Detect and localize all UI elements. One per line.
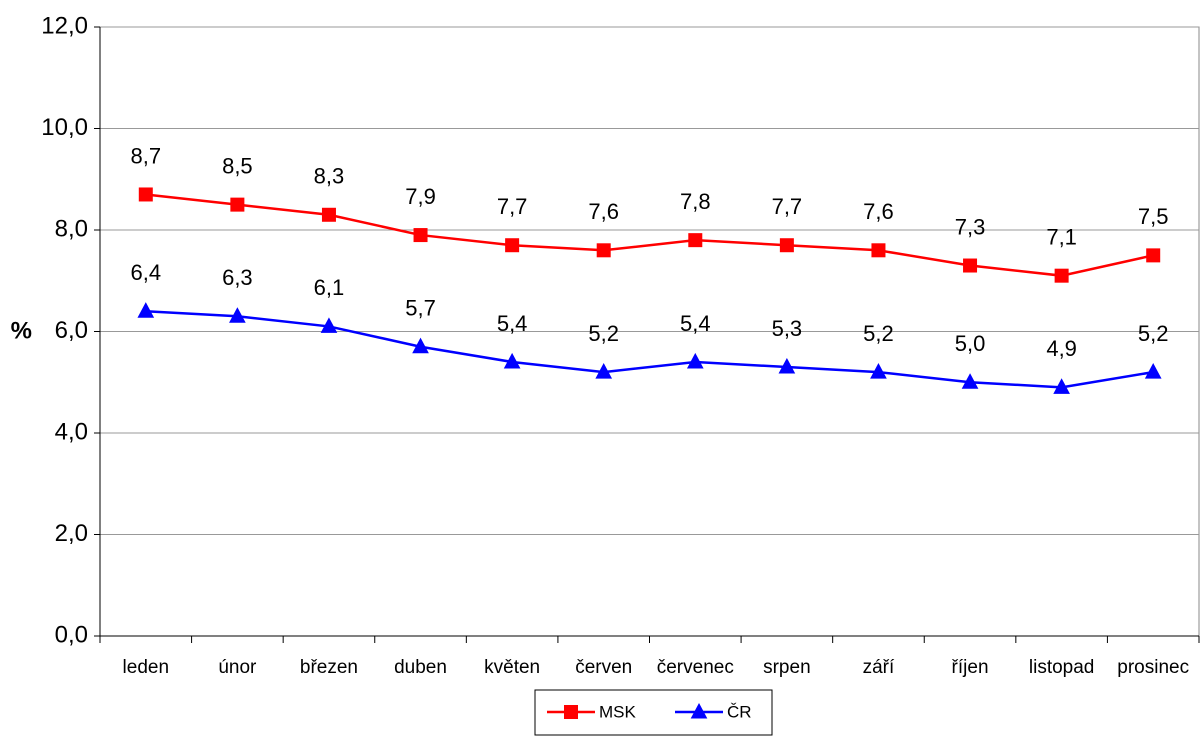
data-point xyxy=(688,233,703,248)
data-point xyxy=(1053,378,1070,394)
data-label: 6,3 xyxy=(222,265,253,290)
data-point xyxy=(871,243,886,258)
data-label: 5,3 xyxy=(772,316,803,341)
data-label: 7,5 xyxy=(1138,204,1169,229)
data-point xyxy=(1054,268,1069,283)
y-tick-label: 12,0 xyxy=(41,12,88,39)
x-tick-label: listopad xyxy=(1029,657,1095,678)
x-tick-label: srpen xyxy=(763,657,811,678)
data-point xyxy=(138,187,153,202)
data-label: 5,2 xyxy=(588,321,619,346)
data-point xyxy=(320,317,338,333)
data-point xyxy=(596,243,611,258)
data-label: 5,7 xyxy=(405,296,436,321)
series-line xyxy=(145,309,1154,389)
x-tick-label: květen xyxy=(484,657,540,678)
data-label: 7,6 xyxy=(588,199,619,224)
data-label: 5,2 xyxy=(863,321,894,346)
x-tick-label: červen xyxy=(575,657,632,678)
data-point xyxy=(870,363,887,379)
legend-label: ČR xyxy=(727,702,752,721)
x-tick-label: březen xyxy=(300,657,358,678)
data-point xyxy=(686,352,704,369)
legend: MSK ČR xyxy=(534,689,773,736)
legend-label: MSK xyxy=(599,702,637,721)
data-point xyxy=(503,352,521,369)
legend-marker xyxy=(564,705,578,719)
data-label: 7,6 xyxy=(863,199,894,224)
y-tick-label: 0,0 xyxy=(55,621,88,648)
data-point xyxy=(595,363,613,379)
y-axis-label: % xyxy=(11,317,32,344)
x-tick-label: duben xyxy=(394,657,447,678)
data-label: 8,5 xyxy=(222,153,253,178)
data-label: 8,7 xyxy=(130,143,161,168)
x-tick-label: leden xyxy=(123,657,170,678)
data-point xyxy=(1144,363,1162,379)
legend-marker xyxy=(690,702,708,719)
data-label: 6,1 xyxy=(314,275,345,300)
data-point xyxy=(137,302,155,318)
y-tick-label: 2,0 xyxy=(55,520,88,547)
data-point xyxy=(961,373,979,389)
x-tick-label: únor xyxy=(218,657,257,678)
data-point xyxy=(779,238,794,253)
y-tick-label: 6,0 xyxy=(55,317,88,344)
data-point xyxy=(505,238,520,253)
x-tick-label: prosinec xyxy=(1117,657,1189,678)
data-point xyxy=(413,228,428,243)
data-label: 7,3 xyxy=(955,214,986,239)
data-point xyxy=(412,337,429,354)
y-tick-label: 4,0 xyxy=(55,418,88,445)
data-point xyxy=(963,258,978,273)
data-label: 7,1 xyxy=(1046,224,1077,249)
data-label: 4,9 xyxy=(1046,336,1077,361)
x-tick-label: říjen xyxy=(952,657,989,678)
y-tick-label: 10,0 xyxy=(41,114,88,141)
data-point xyxy=(229,307,246,323)
data-label: 7,7 xyxy=(772,194,803,219)
data-label: 5,0 xyxy=(955,331,986,356)
data-point xyxy=(778,357,796,374)
y-tick-label: 8,0 xyxy=(55,215,88,242)
data-point xyxy=(321,207,336,222)
data-label: 7,8 xyxy=(680,189,711,214)
data-label: 6,4 xyxy=(130,260,161,285)
data-label: 5,2 xyxy=(1138,321,1169,346)
data-point xyxy=(230,197,245,212)
data-label: 7,9 xyxy=(405,184,436,209)
series-line xyxy=(145,193,1154,277)
data-label: 5,4 xyxy=(680,311,711,336)
x-tick-label: září xyxy=(863,657,895,678)
data-label: 5,4 xyxy=(497,311,528,336)
x-tick-label: červenec xyxy=(657,657,734,678)
data-point xyxy=(1146,248,1161,263)
data-label: 8,3 xyxy=(314,164,345,189)
data-label: 7,7 xyxy=(497,194,528,219)
